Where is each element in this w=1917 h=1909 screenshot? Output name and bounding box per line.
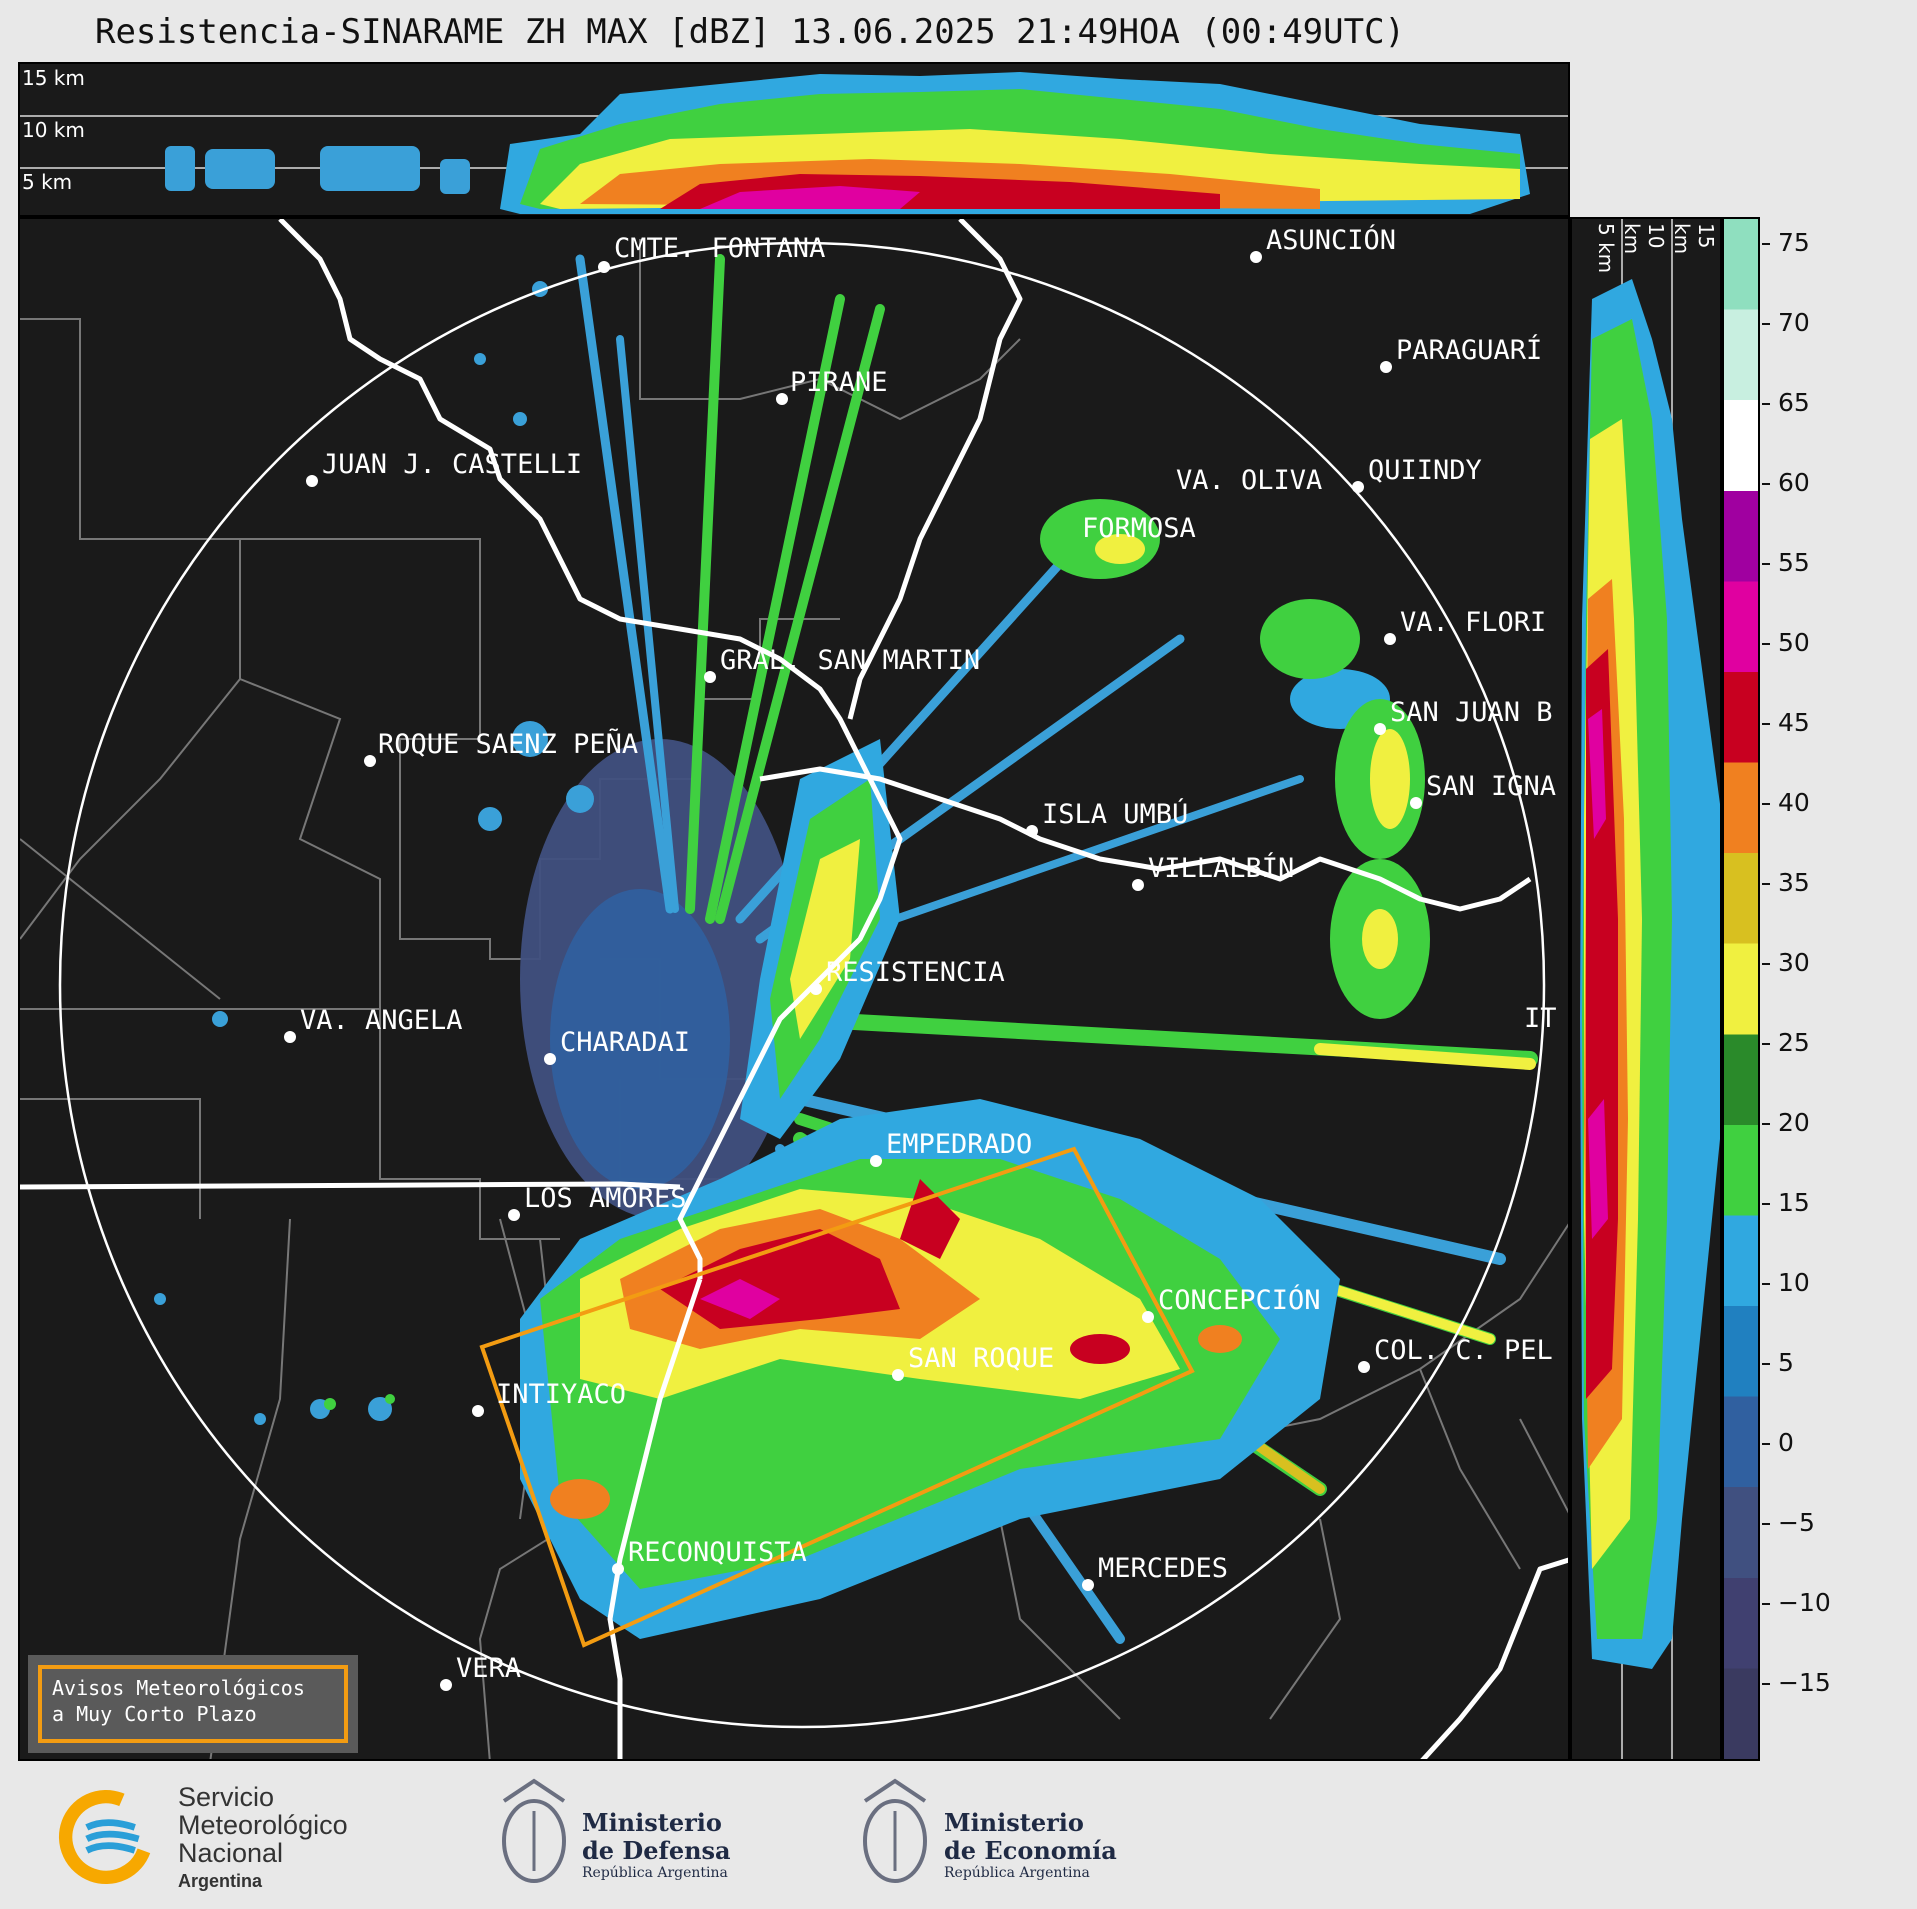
side-label-5km: 5 km <box>1594 223 1618 274</box>
colorbar-ticks: 75 70 65 60 55 50 45 40 35 30 25 20 15 1… <box>1762 228 1831 1697</box>
rivers-and-borders <box>20 219 1568 1759</box>
city-label: COL. C. PEL <box>1374 1335 1553 1366</box>
radar-map-graphic: CMTE. FONTANA PIRANE ASUNCIÓN PARAGUARÍ … <box>20 219 1568 1759</box>
smn-logo-text: Servicio Meteorológico Nacional Argentin… <box>178 1782 348 1891</box>
defensa-logo-text: Ministerio de Defensa República Argentin… <box>582 1808 731 1882</box>
city-label: ISLA UMBÚ <box>1042 798 1188 830</box>
city-label: VA. FLORI <box>1400 607 1546 638</box>
city-labels: CMTE. FONTANA PIRANE ASUNCIÓN PARAGUARÍ … <box>300 224 1557 1684</box>
city-label: FORMOSA <box>1082 513 1196 544</box>
city-label: PIRANE <box>790 367 888 398</box>
city-label: QUIINDY <box>1368 455 1482 486</box>
top-section-graphic <box>20 72 1568 214</box>
economia-logo-text: Ministerio de Economía República Argenti… <box>944 1808 1117 1882</box>
city-label: VA. OLIVA <box>1176 465 1322 496</box>
colorbar <box>1722 217 1760 1761</box>
city-label: MERCEDES <box>1098 1553 1228 1584</box>
side-section-graphic <box>1580 219 1720 1759</box>
aviso-line1: Avisos Meteorológicos <box>52 1676 305 1700</box>
page-title: Resistencia-SINARAME ZH MAX [dBZ] 13.06.… <box>94 12 1406 52</box>
side-label-15km: 15 km <box>1670 223 1718 255</box>
city-label: RESISTENCIA <box>826 957 1005 988</box>
city-label: SAN IGNA <box>1426 771 1556 802</box>
radar-map[interactable]: CMTE. FONTANA PIRANE ASUNCIÓN PARAGUARÍ … <box>18 217 1570 1761</box>
city-label: INTIYACO <box>496 1379 626 1410</box>
top-label-10km: 10 km <box>22 118 85 142</box>
warning-polygon <box>479 1146 1195 1648</box>
city-label: PARAGUARÍ <box>1396 334 1542 366</box>
side-vertical-cross-section: 5 km 10 km 15 km <box>1570 217 1722 1761</box>
city-label: CMTE. FONTANA <box>614 233 825 264</box>
city-label: CHARADAI <box>560 1027 690 1058</box>
city-label: EMPEDRADO <box>886 1129 1032 1160</box>
city-label: IT <box>1524 1003 1557 1034</box>
city-label: GRAL. SAN MARTIN <box>720 645 980 676</box>
city-label: VILLALBÍN <box>1148 852 1294 884</box>
aviso-badge[interactable]: Avisos Meteorológicos a Muy Corto Plazo <box>28 1655 358 1753</box>
city-label: ROQUE SAENZ PEÑA <box>378 728 638 760</box>
top-label-5km: 5 km <box>22 170 73 194</box>
city-label: RECONQUISTA <box>628 1537 807 1568</box>
city-label: LOS AMORES <box>524 1183 687 1214</box>
side-label-10km: 10 km <box>1620 223 1668 255</box>
smn-logo-icon <box>58 1789 154 1885</box>
footer-logos: Servicio Meteorológico Nacional Argentin… <box>0 1761 1917 1909</box>
city-label: SAN JUAN B <box>1390 697 1553 728</box>
top-vertical-cross-section: 15 km 10 km 5 km <box>18 62 1570 217</box>
coat-of-arms-icon <box>502 1778 566 1883</box>
city-markers <box>284 251 1422 1691</box>
city-label: CONCEPCIÓN <box>1158 1284 1321 1316</box>
top-label-15km: 15 km <box>22 66 85 90</box>
city-label: ASUNCIÓN <box>1266 224 1396 256</box>
city-label: SAN ROQUE <box>908 1343 1054 1374</box>
radar-range-ring <box>58 241 1546 1729</box>
aviso-line2: a Muy Corto Plazo <box>52 1702 257 1726</box>
city-label: JUAN J. CASTELLI <box>322 449 582 480</box>
coat-of-arms-icon <box>863 1778 927 1883</box>
aviso-box: Avisos Meteorológicos a Muy Corto Plazo <box>38 1665 348 1743</box>
city-label: VA. ANGELA <box>300 1005 463 1036</box>
city-label: VERA <box>456 1653 521 1684</box>
